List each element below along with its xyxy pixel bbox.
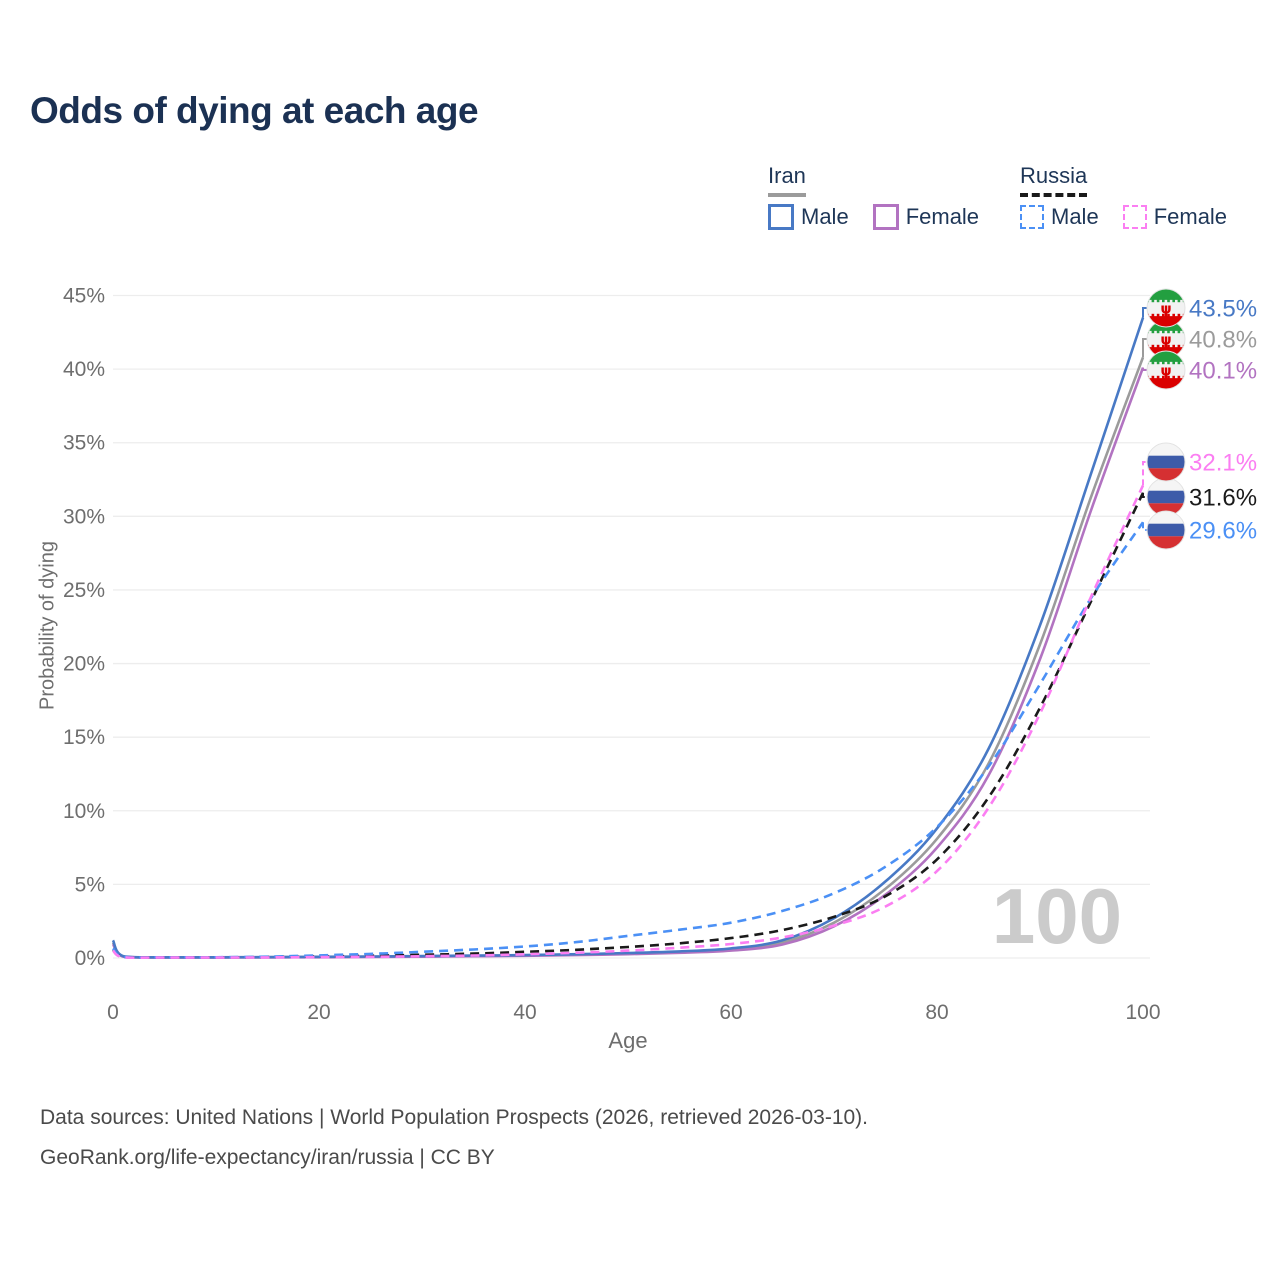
svg-text:ψ: ψ xyxy=(1160,302,1171,318)
svg-text:ψ: ψ xyxy=(1160,364,1171,380)
y-tick-label-30: 30% xyxy=(63,505,105,528)
y-tick-label-0: 0% xyxy=(75,947,105,970)
iran-female-swatch-icon xyxy=(872,204,899,230)
legend-item-label: Female xyxy=(905,204,980,229)
x-axis-title: Age xyxy=(608,1028,647,1053)
legend-item-russia-female[interactable]: Female xyxy=(1122,204,1228,230)
y-tick-label-25: 25% xyxy=(63,579,105,602)
legend-item-label: Male xyxy=(801,204,849,229)
series-line-iran-female xyxy=(111,367,1145,959)
svg-text:ψ: ψ xyxy=(1160,333,1171,349)
russia-female-swatch-icon xyxy=(1122,205,1147,229)
series-line-russia-female xyxy=(112,484,1145,959)
legend-country-russia[interactable]: Russia xyxy=(1020,163,1088,197)
x-tick-label-80: 80 xyxy=(925,1001,948,1024)
legend-item-iran-male[interactable]: Male xyxy=(768,204,849,230)
series-line-russia-male xyxy=(111,521,1145,959)
end-label-iran-female: 40.1% xyxy=(1189,358,1257,385)
page-title: Odds of dying at each age xyxy=(30,90,479,131)
end-label-iran-total: 40.8% xyxy=(1189,327,1257,354)
x-tick-label-60: 60 xyxy=(719,1001,742,1024)
source-attribution: Data sources: United Nations | World Pop… xyxy=(40,1098,868,1178)
y-tick-label-35: 35% xyxy=(63,432,105,455)
legend-country-iran[interactable]: Iran xyxy=(768,163,806,197)
age-counter-watermark: 100 xyxy=(992,872,1122,960)
iran-flag-icon: ψ xyxy=(1146,288,1186,328)
end-label-russia-female: 32.1% xyxy=(1189,450,1257,477)
legend-item-iran-female[interactable]: Female xyxy=(872,204,980,230)
legend-group-russia: Russia Male Female xyxy=(1020,163,1227,230)
y-axis-title: Probability of dying xyxy=(36,541,59,710)
y-tick-label-20: 20% xyxy=(63,653,105,676)
end-label-russia-total: 31.6% xyxy=(1189,485,1257,512)
russia-flag-icon xyxy=(1146,477,1186,517)
y-tick-label-45: 45% xyxy=(63,285,105,308)
legend-item-russia-male[interactable]: Male xyxy=(1020,204,1099,230)
legend-item-label: Female xyxy=(1153,204,1228,229)
y-tick-label-5: 5% xyxy=(75,873,105,896)
russia-male-swatch-icon xyxy=(1020,205,1044,229)
russia-flag-icon xyxy=(1146,510,1186,550)
series-line-iran-total xyxy=(111,356,1145,959)
y-tick-label-40: 40% xyxy=(63,358,105,381)
legend-item-label: Male xyxy=(1051,204,1099,229)
russia-flag-icon xyxy=(1146,442,1186,482)
x-tick-label-100: 100 xyxy=(1125,1001,1160,1024)
x-tick-label-40: 40 xyxy=(513,1001,536,1024)
legend-group-iran: Iran Male Female xyxy=(768,163,979,230)
series-line-iran-male xyxy=(111,317,1145,959)
iran-flag-icon: ψ xyxy=(1146,350,1186,390)
iran-male-swatch-icon xyxy=(768,204,794,230)
end-label-russia-male: 29.6% xyxy=(1189,518,1257,545)
label-connector-russia-female xyxy=(1142,461,1152,486)
series-line-russia-total xyxy=(112,492,1145,959)
license-line: GeoRank.org/life-expectancy/iran/russia … xyxy=(40,1146,495,1169)
y-tick-label-15: 15% xyxy=(63,726,105,749)
end-label-iran-male: 43.5% xyxy=(1189,296,1257,323)
y-tick-label-10: 10% xyxy=(63,800,105,823)
x-tick-label-20: 20 xyxy=(307,1001,330,1024)
data-sources-line: Data sources: United Nations | World Pop… xyxy=(40,1106,869,1129)
x-tick-label-0: 0 xyxy=(107,1001,119,1024)
